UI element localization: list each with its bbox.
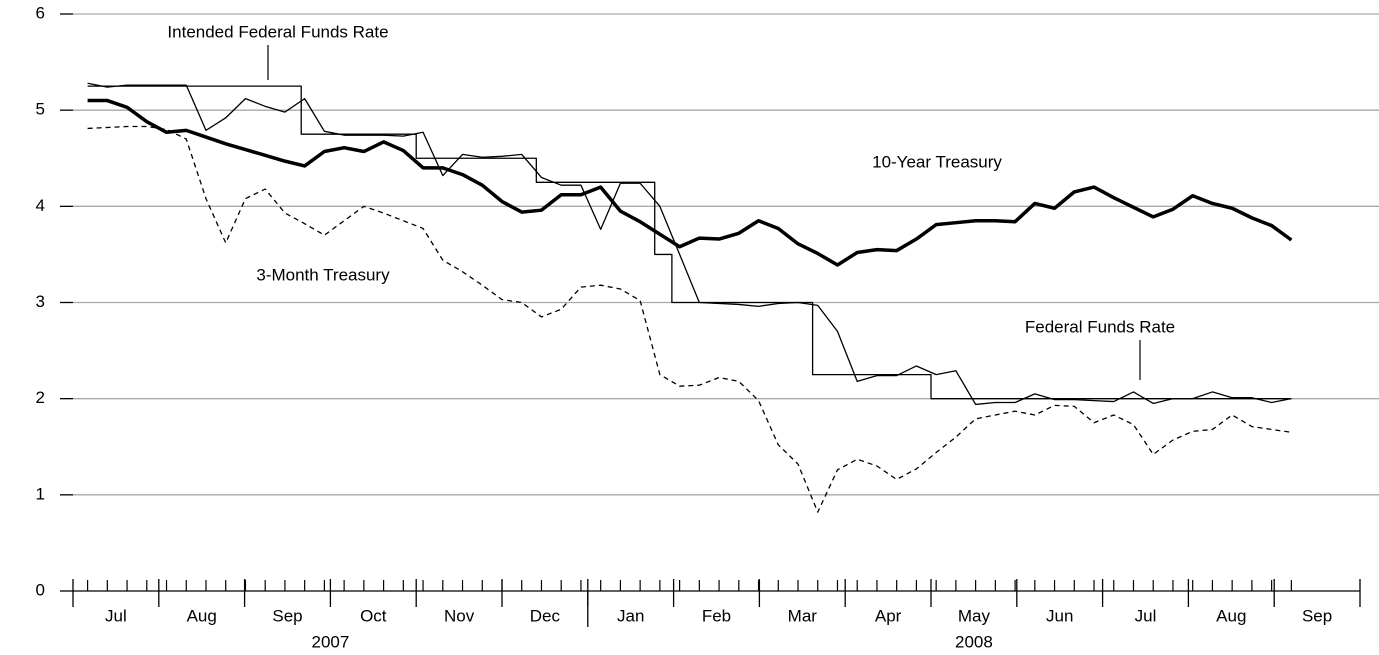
- x-tick-label: Jan: [617, 606, 644, 625]
- x-group-label: 2008: [955, 632, 993, 651]
- series-label: Federal Funds Rate: [1025, 317, 1175, 336]
- y-tick-label: 0: [36, 580, 45, 599]
- y-tick-label: 2: [36, 388, 45, 407]
- x-tick-label: Mar: [788, 606, 818, 625]
- y-tick-label: 5: [36, 100, 45, 119]
- x-tick-label: Sep: [1302, 606, 1332, 625]
- x-tick-label: Nov: [444, 606, 475, 625]
- x-tick-label: Jun: [1046, 606, 1073, 625]
- y-tick-label: 3: [36, 292, 45, 311]
- x-group-label: 2007: [311, 632, 349, 651]
- series-label: 10-Year Treasury: [872, 152, 1002, 171]
- x-tick-label: Sep: [272, 606, 302, 625]
- x-tick-label: May: [958, 606, 991, 625]
- series-line: [87, 85, 1292, 400]
- y-tick-label: 4: [36, 196, 45, 215]
- x-tick-label: Jul: [105, 606, 127, 625]
- x-tick-label: Oct: [360, 606, 387, 625]
- series-line: [87, 125, 1292, 513]
- x-tick-label: Jul: [1135, 606, 1157, 625]
- x-tick-label: Aug: [1216, 606, 1246, 625]
- x-tick-label: Feb: [702, 606, 731, 625]
- x-tick-label: Apr: [875, 606, 902, 625]
- x-tick-label: Aug: [187, 606, 217, 625]
- x-tick-label: Dec: [530, 606, 561, 625]
- series-line: [87, 98, 1293, 267]
- series-label: 3-Month Treasury: [256, 265, 390, 284]
- series-line: [87, 82, 1292, 406]
- y-tick-label: 6: [36, 3, 45, 22]
- y-tick-label: 1: [36, 484, 45, 503]
- series-label: Intended Federal Funds Rate: [167, 22, 388, 41]
